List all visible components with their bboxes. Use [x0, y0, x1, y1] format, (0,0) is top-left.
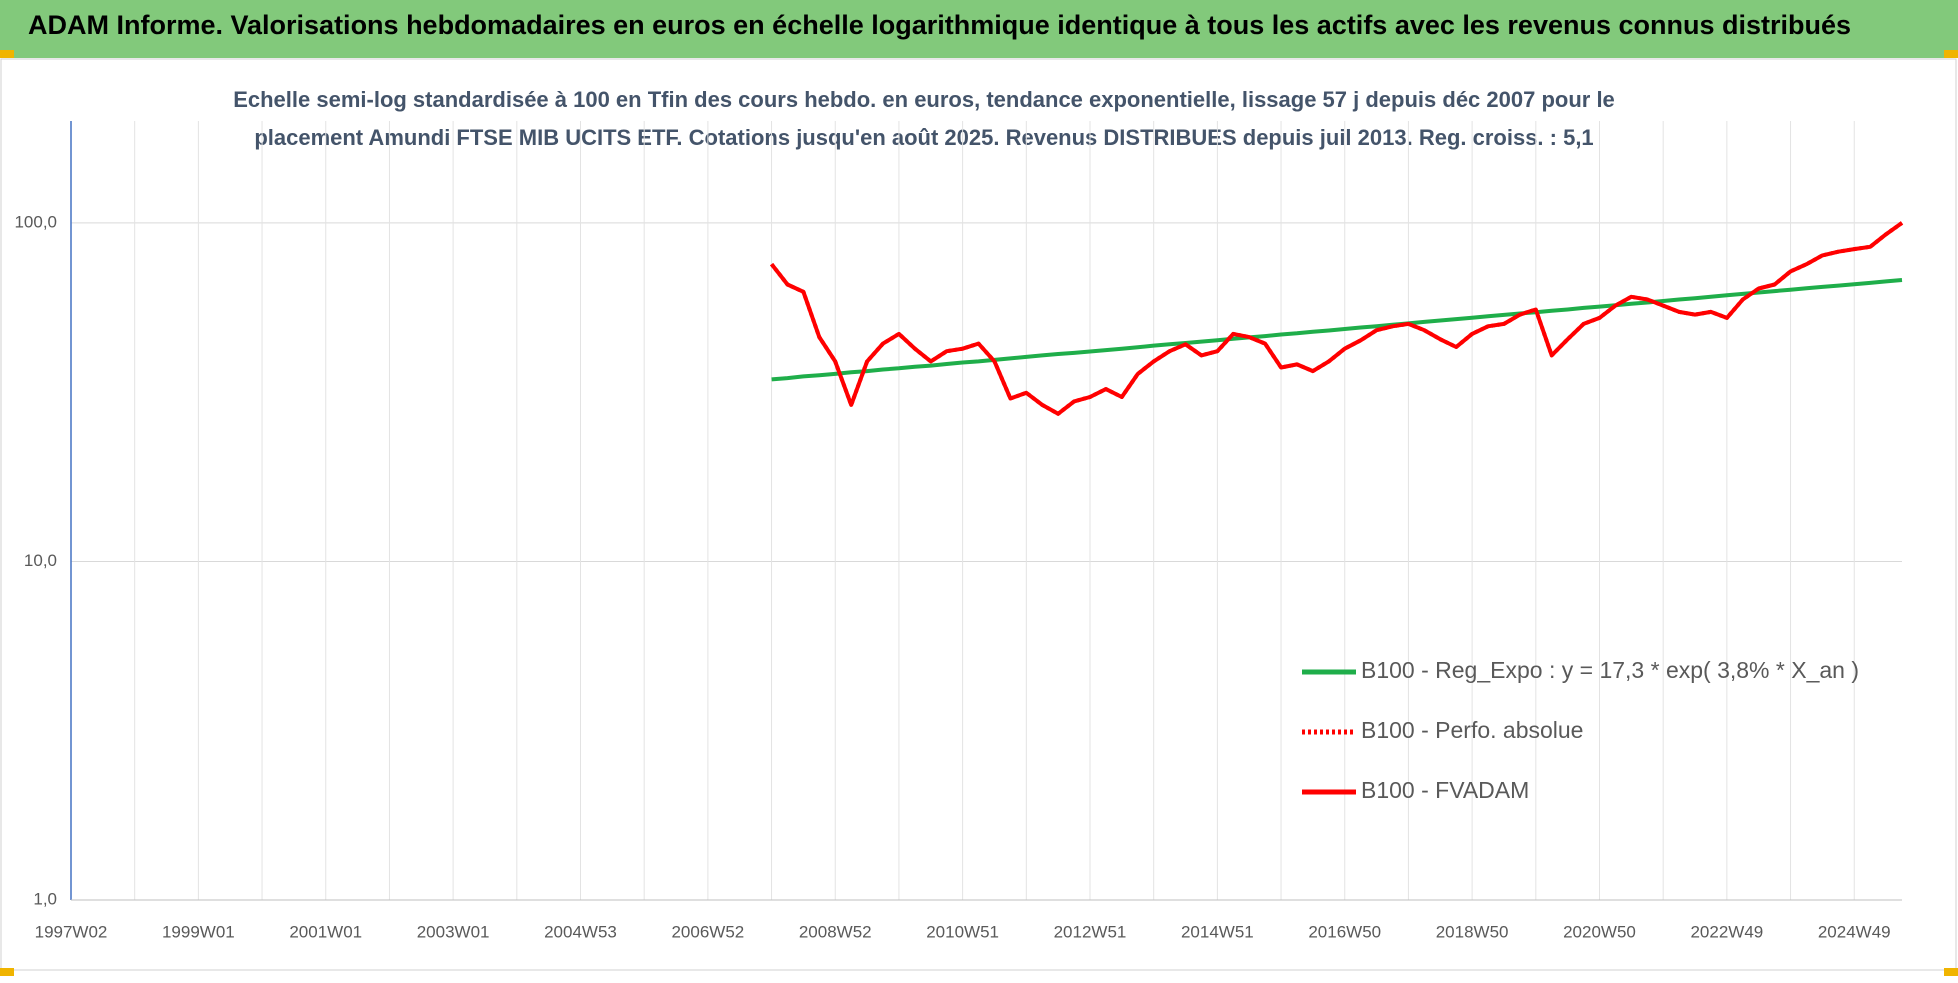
chart-subtitle: placement Amundi FTSE MIB UCITS ETF. Cot…: [254, 125, 1593, 150]
y-tick-label: 100,0: [14, 212, 57, 231]
x-tick-label: 2014W51: [1181, 922, 1254, 941]
x-tick-label: 2004W53: [544, 922, 617, 941]
plot: [770, 221, 1904, 416]
x-tick-label: 2008W52: [799, 922, 872, 941]
x-tick-label: 2018W50: [1436, 922, 1509, 941]
x-tick-label: 2010W51: [926, 922, 999, 941]
corner-mark: [1944, 968, 1958, 976]
corner-mark: [0, 50, 14, 58]
corner-mark: [0, 968, 14, 976]
y-tick-label: 10,0: [24, 551, 57, 570]
x-tick-label: 2012W51: [1054, 922, 1127, 941]
y-tick-label: 1,0: [33, 889, 57, 908]
legend: B100 - Reg_Expo : y = 17,3 * exp( 3,8% *…: [1302, 657, 1859, 803]
x-tick-label: 2001W01: [289, 922, 362, 941]
legend-label: B100 - FVADAM: [1361, 777, 1529, 803]
x-tick-label: 2022W49: [1690, 922, 1763, 941]
x-tick-label: 1999W01: [162, 922, 235, 941]
chart-subtitle: Echelle semi-log standardisée à 100 en T…: [233, 87, 1615, 112]
x-tick-label: 2016W50: [1308, 922, 1381, 941]
x-tick-label: 2020W50: [1563, 922, 1636, 941]
x-tick-label: 1997W02: [35, 922, 108, 941]
series-line: [770, 221, 1904, 416]
grid: 1,0 10,0 100,0 1997W02 1999W01 2001W01 2003W01…: [14, 121, 1902, 941]
chart-area: [0, 58, 1957, 971]
corner-mark: [1944, 50, 1958, 58]
x-tick-label: 2006W52: [671, 922, 744, 941]
legend-label: B100 - Perfo. absolue: [1361, 717, 1583, 743]
header-bar: [0, 0, 1958, 58]
x-tick-label: 2003W01: [417, 922, 490, 941]
header-title: ADAM Informe. Valorisations hebdomadaire…: [28, 10, 1851, 40]
legend-label: B100 - Reg_Expo : y = 17,3 * exp( 3,8% *…: [1361, 657, 1859, 683]
series-line: [771, 278, 1903, 382]
x-tick-label: 2024W49: [1818, 922, 1891, 941]
